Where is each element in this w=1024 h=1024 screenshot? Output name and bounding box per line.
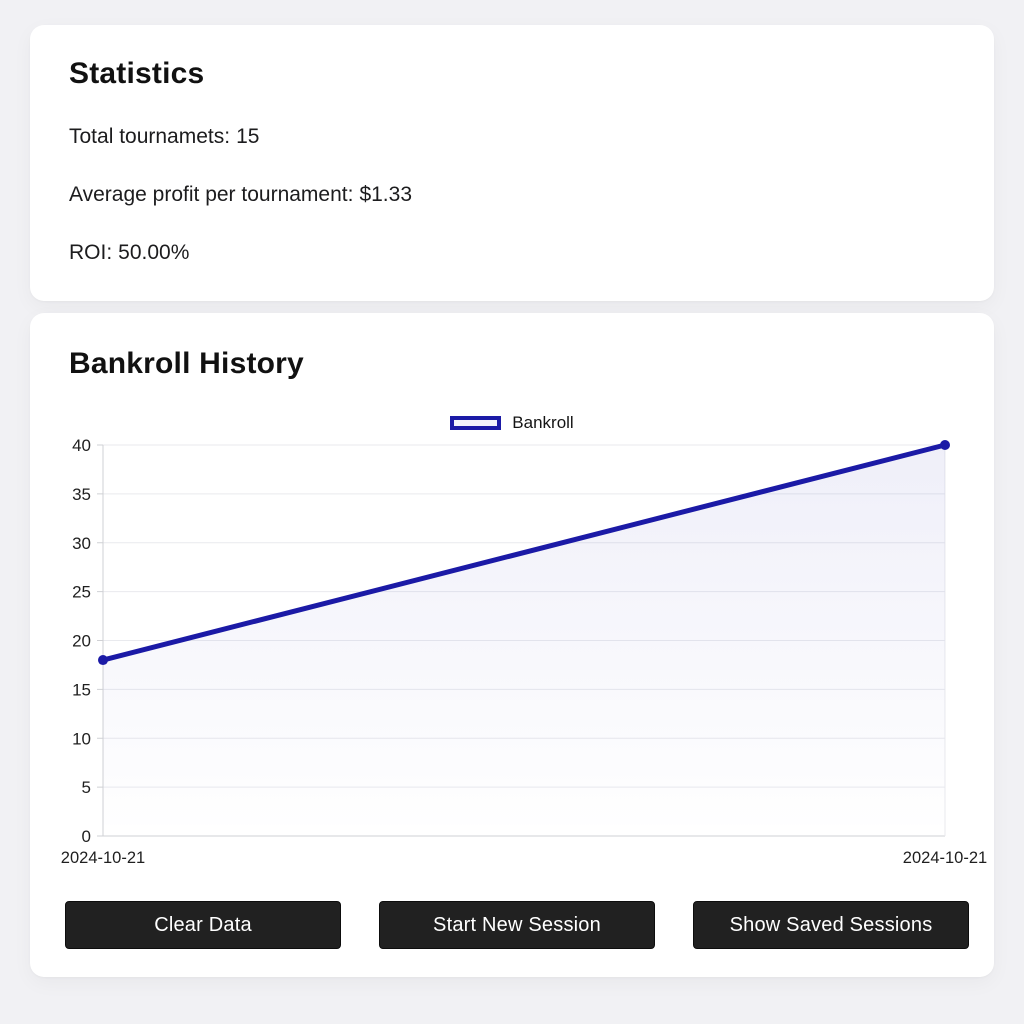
y-tick-label: 40 <box>72 437 91 455</box>
bankroll-history-card: Bankroll History Bankroll 0 5 10 15 20 25 30 35… <box>30 313 994 977</box>
bankroll-chart: 0 5 10 15 20 25 30 35 40 2024-10-21 2024-10-21 <box>61 437 987 867</box>
x-tick-label: 2024-10-21 <box>903 849 987 867</box>
action-button-row: Clear Data Start New Session Show Saved … <box>65 901 969 949</box>
start-new-session-button[interactable]: Start New Session <box>379 901 655 949</box>
show-saved-sessions-button[interactable]: Show Saved Sessions <box>693 901 969 949</box>
y-tick-label: 0 <box>82 827 91 846</box>
bankroll-history-title: Bankroll History <box>69 347 304 380</box>
legend-swatch <box>450 416 502 430</box>
stat-label: ROI: <box>69 241 113 264</box>
y-tick-label: 30 <box>72 534 91 553</box>
page: Statistics Total tournamets: 15 Average p… <box>30 25 994 977</box>
chart-legend[interactable]: Bankroll <box>30 411 994 435</box>
stat-value: $1.33 <box>359 183 413 206</box>
y-tick-label: 5 <box>82 778 91 797</box>
stat-label: Average profit per tournament: <box>69 183 354 206</box>
statistics-card: Statistics Total tournamets: 15 Average p… <box>30 25 994 301</box>
y-tick-label: 15 <box>72 680 91 699</box>
y-tick-label: 20 <box>72 632 91 651</box>
data-point <box>98 655 108 666</box>
y-tick-label: 25 <box>72 583 91 602</box>
stat-label: Total tournamets: <box>69 125 231 148</box>
y-tick-label: 35 <box>72 485 91 504</box>
stat-average-profit: Average profit per tournament: $1.33 <box>69 183 955 207</box>
x-tick-label: 2024-10-21 <box>61 849 145 867</box>
bankroll-line <box>100 442 948 663</box>
y-tick-label: 10 <box>72 729 91 748</box>
stat-roi: ROI: 50.00% <box>69 241 955 265</box>
statistics-title: Statistics <box>69 57 205 90</box>
stat-value: 15 <box>236 125 260 148</box>
area-fill <box>103 445 945 836</box>
clear-data-button[interactable]: Clear Data <box>65 901 341 949</box>
stat-total-tournaments: Total tournamets: 15 <box>69 125 955 149</box>
stat-value: 50.00% <box>118 241 190 264</box>
data-point <box>940 440 950 450</box>
legend-label: Bankroll <box>512 413 574 432</box>
